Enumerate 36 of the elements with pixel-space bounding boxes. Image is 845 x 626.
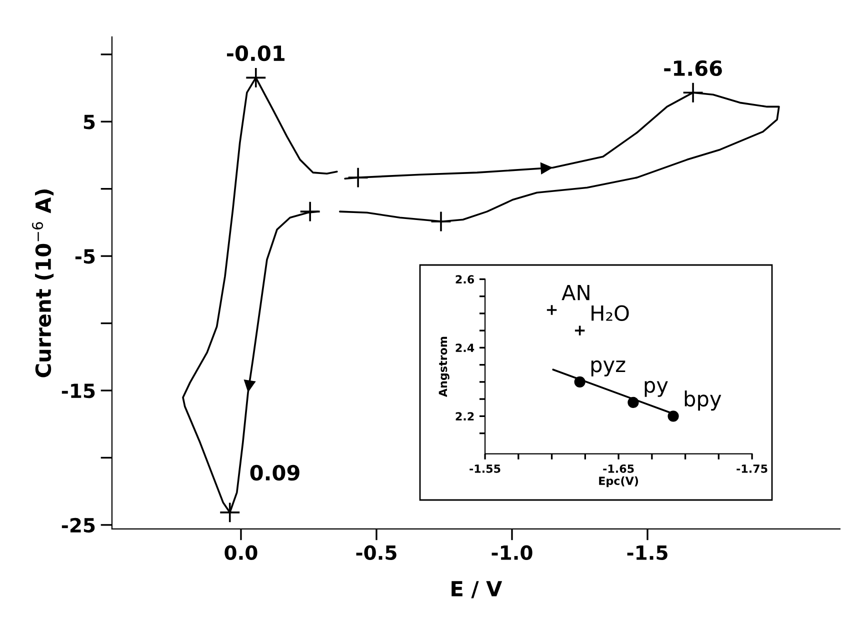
- x-tick-label: -1.65: [603, 464, 634, 473]
- y-tick-label: -25: [62, 518, 95, 533]
- annotation: 0.09: [250, 464, 300, 481]
- y-tick-label: 2.6: [456, 275, 474, 284]
- point: [430, 210, 452, 232]
- series-label: H₂O: [592, 305, 629, 321]
- x-axis-title: Epc(V): [599, 476, 638, 488]
- x-axis-title: E / V: [452, 581, 502, 598]
- series-label: py: [644, 380, 668, 397]
- point: [245, 67, 266, 88]
- point: [546, 304, 558, 316]
- y-tick-label: -15: [62, 384, 95, 398]
- x-tick-label: 0.0: [224, 545, 258, 560]
- point: [682, 82, 704, 104]
- y-tick-label: 5: [84, 114, 95, 130]
- point: [574, 324, 586, 336]
- point: [628, 396, 639, 408]
- point: [574, 376, 586, 388]
- x-tick-label: -1.55: [470, 464, 500, 473]
- x-tick-label: -0.5: [356, 545, 396, 560]
- series-label: AN: [562, 284, 590, 300]
- y-axis-title: Angstrom: [438, 336, 450, 398]
- x-tick-label: -1.75: [736, 464, 768, 473]
- point: [668, 410, 679, 422]
- x-tick-label: -1.5: [627, 546, 668, 560]
- y-axis-title: Current (10$^{−6}$ A): [32, 190, 54, 378]
- point: [219, 502, 240, 524]
- annotation: -1.66: [664, 60, 722, 76]
- y-tick-label: 2.2: [456, 412, 474, 420]
- y-tick-label: -5: [75, 249, 95, 264]
- series-label: bpy: [684, 390, 722, 411]
- annotation: -0.01: [226, 45, 284, 62]
- y-tick-label: 2.4: [456, 344, 474, 352]
- point: [299, 200, 321, 222]
- x-tick-label: -1.0: [492, 545, 532, 560]
- series-label: pyz: [591, 360, 626, 376]
